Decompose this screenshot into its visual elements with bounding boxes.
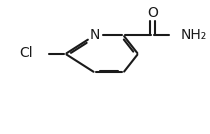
Text: Cl: Cl <box>20 46 33 60</box>
Text: O: O <box>147 6 158 20</box>
Text: NH₂: NH₂ <box>180 28 206 42</box>
Text: N: N <box>89 28 100 42</box>
